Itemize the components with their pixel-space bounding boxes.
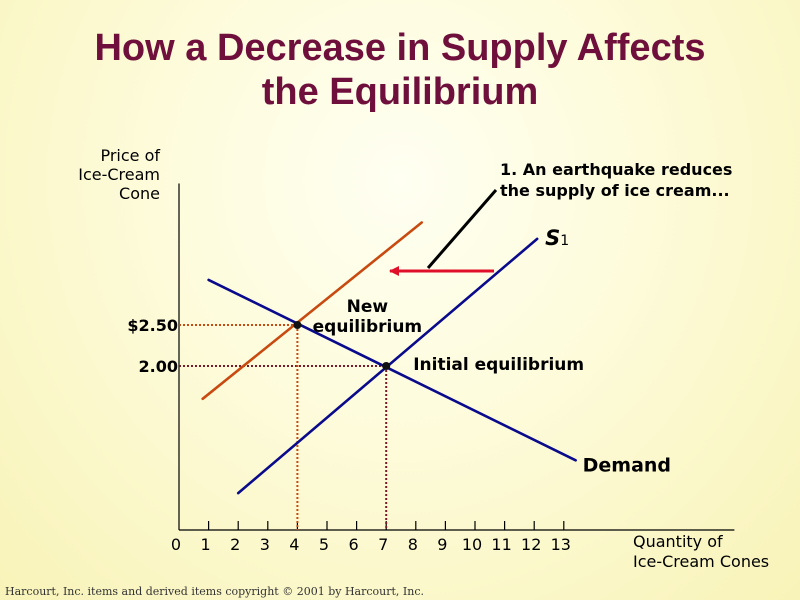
x-tick-label-2: 2 bbox=[230, 535, 240, 554]
initial-equilibrium-label: Initial equilibrium bbox=[413, 355, 584, 375]
shock-annotation-line-2: the supply of ice cream... bbox=[500, 181, 730, 200]
title-line-1: How a Decrease in Supply Affects bbox=[94, 27, 706, 69]
y-tick-label-0: $2.50 bbox=[127, 316, 178, 335]
chart-title: How a Decrease in Supply Affects the Equ… bbox=[0, 26, 800, 114]
supply-s1-label: S1 bbox=[545, 226, 569, 250]
x-tick-label-3: 3 bbox=[260, 535, 270, 554]
y-tick-label-1: 2.00 bbox=[139, 357, 178, 376]
new-equilibrium-label-line-2: equilibrium bbox=[313, 317, 422, 337]
x-tick-label-4: 4 bbox=[289, 535, 299, 554]
y-axis-label-line-3: Cone bbox=[119, 184, 160, 203]
new-equilibrium-point bbox=[293, 321, 302, 329]
y-axis-label-line-2: Ice-Cream bbox=[78, 165, 160, 184]
x-axis-label-line-1: Quantity of bbox=[633, 532, 723, 551]
x-axis-label: Quantity of Ice-Cream Cones bbox=[633, 532, 800, 572]
y-axis-label-line-1: Price of bbox=[100, 146, 160, 165]
shock-annotation-line-1: 1. An earthquake reduces bbox=[500, 160, 733, 179]
x-tick-label-0: 0 bbox=[171, 535, 181, 554]
initial-equilibrium-point bbox=[382, 362, 391, 370]
annotation-pointer-line bbox=[426, 189, 498, 269]
shock-annotation: 1. An earthquake reduces the supply of i… bbox=[500, 159, 800, 201]
new-supply-curve bbox=[201, 221, 424, 401]
demand-label: Demand bbox=[583, 454, 671, 476]
copyright-footer: Harcourt, Inc. items and derived items c… bbox=[5, 585, 424, 598]
x-tick-label-6: 6 bbox=[349, 535, 359, 554]
x-axis-label-line-2: Ice-Cream Cones bbox=[633, 552, 770, 571]
x-tick-label-7: 7 bbox=[378, 535, 388, 554]
x-tick-label-10: 10 bbox=[462, 535, 482, 554]
y-axis-label: Price of Ice-Cream Cone bbox=[40, 146, 160, 203]
x-tick-label-1: 1 bbox=[201, 535, 211, 554]
demand-curve bbox=[207, 278, 577, 462]
x-tick-label-11: 11 bbox=[491, 535, 511, 554]
x-tick-label-12: 12 bbox=[521, 535, 541, 554]
supply-s1-subscript: 1 bbox=[560, 233, 569, 249]
x-tick-label-8: 8 bbox=[408, 535, 418, 554]
x-tick-label-5: 5 bbox=[319, 535, 329, 554]
x-tick-label-9: 9 bbox=[437, 535, 447, 554]
x-tick-label-13: 13 bbox=[551, 535, 571, 554]
new-equilibrium-label-line-1: New bbox=[347, 297, 389, 317]
title-line-2: the Equilibrium bbox=[261, 71, 539, 113]
